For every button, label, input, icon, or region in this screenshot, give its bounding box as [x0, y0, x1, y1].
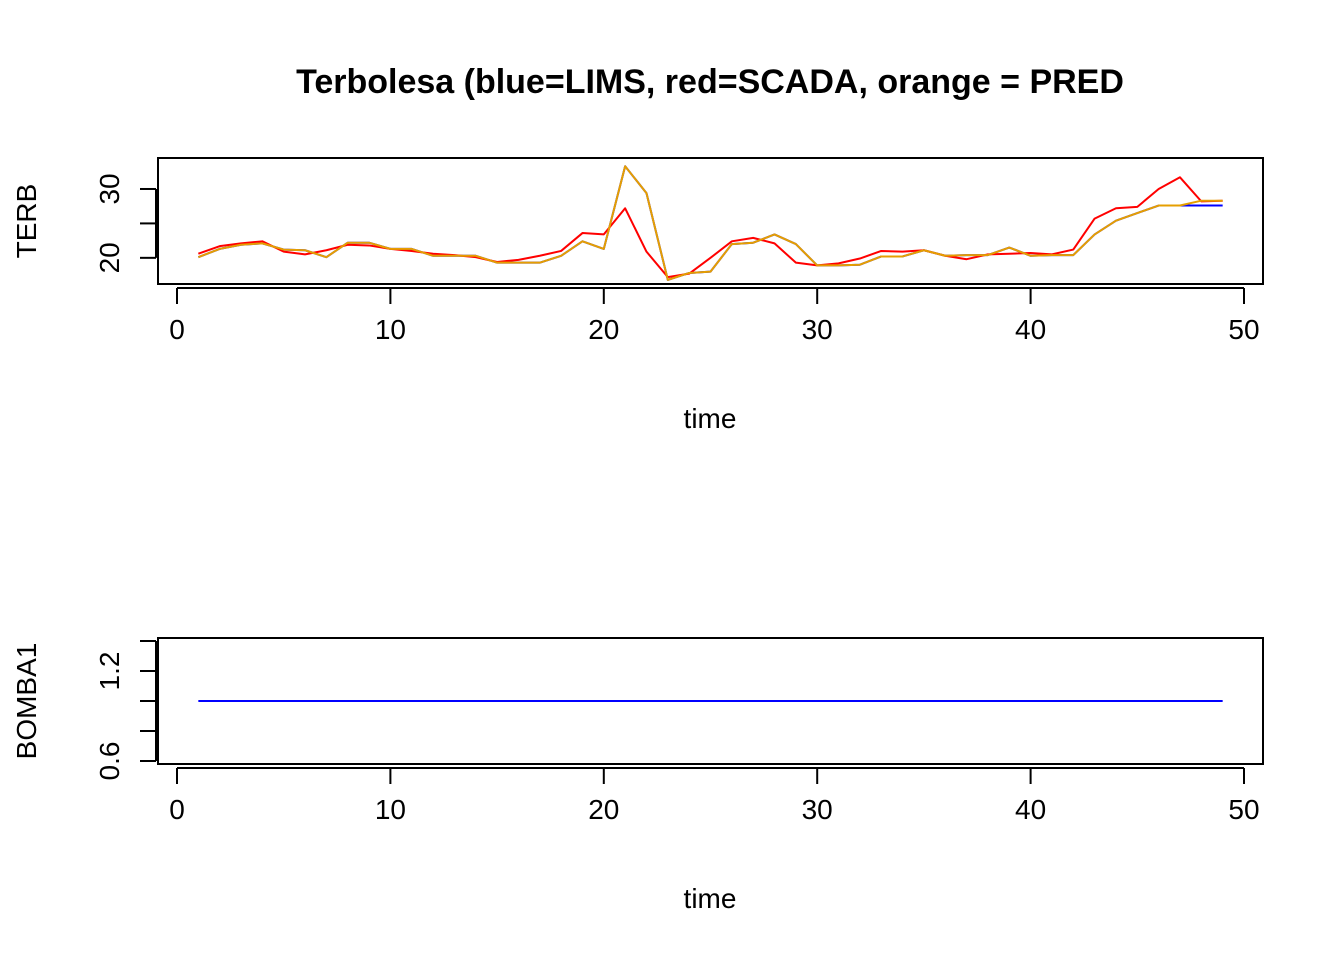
bomba1-y-tick-label: 0.6: [94, 742, 125, 781]
bomba1-panel: time BOMBA1 0 10 20 30 40 50 0.6 1.2: [11, 637, 1264, 914]
terb-x-tick-label: 30: [802, 314, 833, 345]
terb-x-tick-label: 40: [1015, 314, 1046, 345]
terb-plot-frame: [157, 157, 1264, 285]
terb-panel: time TERB 0 10 20 30 40 50 20 30: [11, 157, 1264, 434]
terb-series-scada: [198, 176, 1223, 279]
terb-x-tick-label: 10: [375, 314, 406, 345]
bomba1-plot-frame: [157, 637, 1264, 765]
terb-y-axis-label: TERB: [11, 184, 42, 259]
bomba1-y-tick-label: 1.2: [94, 652, 125, 691]
terb-x-tick-label: 0: [169, 314, 185, 345]
terb-y-tick-label: 30: [94, 173, 125, 204]
bomba1-x-tick-label: 30: [802, 794, 833, 825]
terb-x-tick-label: 50: [1228, 314, 1259, 345]
bomba1-y-axis-label: BOMBA1: [11, 643, 42, 760]
terb-x-axis-label: time: [684, 403, 737, 434]
terb-x-tick-label: 20: [588, 314, 619, 345]
terb-series-lims: [197, 165, 1223, 281]
bomba1-x-tick-label: 0: [169, 794, 185, 825]
bomba1-x-tick-label: 20: [588, 794, 619, 825]
bomba1-x-tick-label: 50: [1228, 794, 1259, 825]
terb-y-tick-label: 20: [94, 242, 125, 273]
terb-series-pred: [197, 165, 1223, 281]
bomba1-x-tick-label: 10: [375, 794, 406, 825]
bomba1-x-tick-label: 40: [1015, 794, 1046, 825]
chart-title: Terbolesa (blue=LIMS, red=SCADA, orange …: [296, 63, 1124, 101]
bomba1-x-axis-label: time: [684, 883, 737, 914]
